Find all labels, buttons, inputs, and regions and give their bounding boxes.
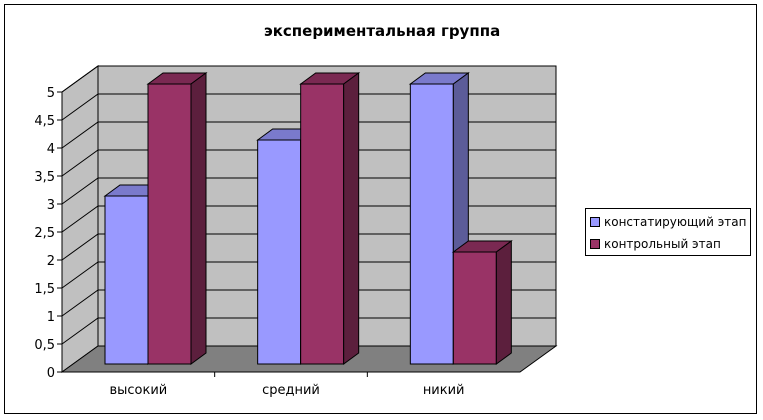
y-axis-ticks: 0 0,5 1 1,5 2 2,5 3 3,5 4 4,5 5	[34, 86, 63, 381]
bar	[146, 72, 208, 365]
x-tick-label: высокий	[109, 383, 167, 398]
gridline	[61, 149, 556, 177]
gridline	[61, 121, 556, 149]
y-tick-label: 2	[47, 254, 55, 269]
legend-item-series-2: контрольный этап	[590, 237, 721, 251]
gridline	[61, 261, 556, 289]
bar-side	[343, 72, 360, 365]
bar	[451, 240, 513, 365]
y-tick-label: 4,5	[34, 114, 55, 129]
y-tick-label: 3	[47, 198, 55, 213]
legend-item-series-1: констатирующий этап	[590, 215, 746, 229]
x-axis-labels: высокий средний никий	[62, 371, 520, 398]
bar-front	[409, 83, 454, 365]
bar-front	[104, 195, 149, 365]
legend: констатирующий этап контрольный этап	[585, 208, 751, 256]
legend-swatch-series-2	[590, 239, 600, 249]
chart-gridlines	[61, 65, 556, 345]
y-tick-label: 4	[47, 142, 55, 157]
bar-side	[495, 240, 512, 365]
gridline	[61, 317, 556, 345]
gridline	[61, 289, 556, 317]
gridline	[61, 93, 556, 121]
y-tick-label: 3,5	[34, 170, 55, 185]
bar	[299, 72, 361, 365]
chart-title: экспериментальная группа	[264, 22, 500, 40]
bar-front	[452, 251, 497, 365]
y-tick-label: 0	[47, 366, 55, 381]
gridline	[61, 205, 556, 233]
bar-side	[190, 72, 207, 365]
gridline	[61, 233, 556, 261]
gridline	[61, 177, 556, 205]
bar-front	[257, 139, 302, 365]
legend-swatch-series-1	[590, 217, 600, 227]
x-tick-label: средний	[262, 383, 320, 398]
bar-front	[300, 83, 345, 365]
y-tick-label: 0,5	[34, 338, 55, 353]
y-tick-label: 2,5	[34, 226, 55, 241]
legend-label-series-1: констатирующий этап	[604, 215, 747, 229]
gridline	[61, 65, 556, 93]
legend-label-series-2: контрольный этап	[604, 237, 721, 251]
y-tick-label: 1	[47, 310, 55, 325]
y-tick-label: 5	[47, 86, 55, 101]
y-tick-label: 1,5	[34, 282, 55, 297]
x-tick-label: никий	[423, 383, 465, 398]
bar-front	[147, 83, 192, 365]
chart-bars	[103, 72, 513, 365]
